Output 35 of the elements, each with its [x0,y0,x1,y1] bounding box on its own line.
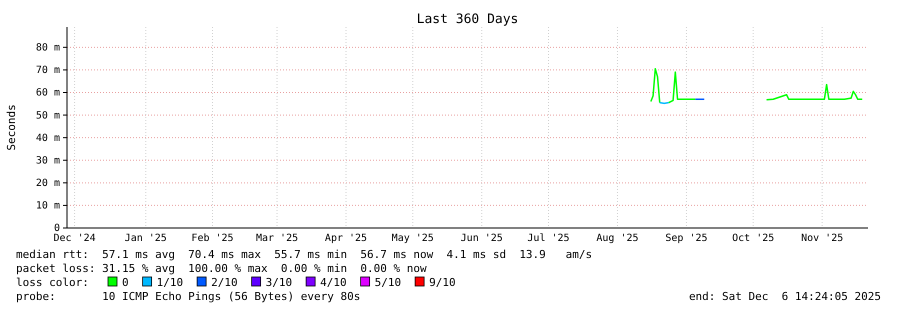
legend-label: 1/10 [156,276,184,289]
x-tick-label: Mar '25 [256,233,298,244]
y-tick-label: 60 m [36,88,60,99]
y-tick-label: 0 [54,223,60,234]
text: probe: 10 ICMP Echo Pings (56 Bytes) every 80s [16,290,360,303]
x-tick-label: Aug '25 [596,233,639,244]
x-tick-label: Jul '25 [527,233,570,244]
legend-label: 5/10 [374,276,402,289]
x-tick-label: Jun '25 [460,233,503,244]
chart-title: Last 360 Days [416,12,518,27]
y-tick-label: 20 m [36,178,60,190]
x-tick-label: Jan '25 [124,233,167,244]
y-tick-label: 30 m [36,155,60,166]
x-tick-label: Oct '25 [732,233,774,244]
text: packet loss: 31.15 % avg 100.00 % max 0.00 % min 0.00 % now [16,262,427,275]
legend-label: 0 [122,276,129,289]
x-tick-label: Apr '25 [324,233,368,244]
y-tick-label: 70 m [36,65,60,76]
x-tick-label: Nov '25 [801,233,844,244]
text: median rtt: 57.1 ms avg 70.4 ms max 55.7 ms min 56.7 ms now 4.1 ms sd 13.9 am/s [16,248,592,261]
legend-label: 2/10 [211,276,238,289]
y-tick-label: 10 m [36,200,60,212]
legend-label: 3/10 [266,276,292,289]
x-tick-label: Dec '24 [53,233,96,244]
x-tick-label: Sep '25 [665,233,708,244]
y-tick-label: 50 m [36,110,60,122]
text: end: Sat Dec 6 14:24:05 2025 [688,290,881,303]
legend-label: 4/10 [320,276,347,289]
legend-title: loss color: [16,276,89,289]
y-tick-label: 80 m [36,42,60,54]
legend-label: 9/10 [429,276,456,289]
x-tick-label: May '25 [392,233,434,244]
y-axis-title: Seconds [5,104,18,151]
x-tick-label: Feb '25 [191,233,234,244]
y-tick-label: 40 m [36,132,60,144]
